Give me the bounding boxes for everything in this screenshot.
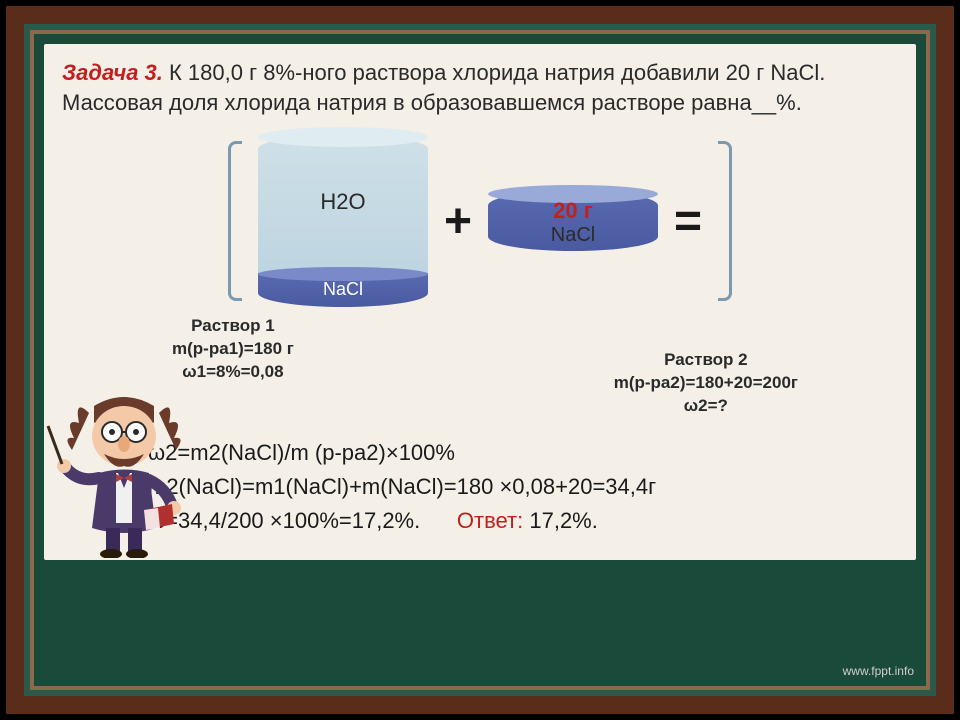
calc-line-3: ω=34,4/200 ×100%=17,2%. Ответ: 17,2%. xyxy=(148,504,898,538)
beaker-top-ellipse xyxy=(258,127,428,147)
footer-link: www.fppt.info xyxy=(843,664,914,678)
solution-2-info: Раствор 2 m(р-ра2)=180+20=200г ω2=? xyxy=(614,349,798,418)
beaker-h2o-label: H2O xyxy=(258,189,428,215)
beaker-glass: H2O xyxy=(258,135,428,285)
inner-frame: Задача 3. К 180,0 г 8%-ного раствора хло… xyxy=(30,30,930,690)
disc-substance-label: NaCl xyxy=(551,224,595,247)
calc-line-3a: ω=34,4/200 ×100%=17,2%. xyxy=(148,508,420,533)
problem-label: Задача 3. xyxy=(62,60,163,85)
plus-icon: + xyxy=(444,194,472,249)
beaker-liquid: NaCl xyxy=(258,273,428,307)
beaker-solution-1: H2O NaCl xyxy=(258,135,428,307)
added-nacl-disc: 20 г NaCl xyxy=(488,191,658,251)
solution-1-mass: m(р-ра1)=180 г xyxy=(172,338,294,361)
bracket-left-icon xyxy=(228,141,242,301)
problem-body-1: К 180,0 г 8%-ного раствора хлорида натри… xyxy=(62,60,825,115)
solution-2-title: Раствор 2 xyxy=(614,349,798,372)
solution-1-title: Раствор 1 xyxy=(172,315,294,338)
solution-1-info: Раствор 1 m(р-ра1)=180 г ω1=8%=0,08 xyxy=(172,315,294,418)
solution-2-omega: ω2=? xyxy=(614,395,798,418)
calc-line-2: m2(NaCl)=m1(NaCl)+m(NaCl)=180 ×0,08+20=3… xyxy=(148,470,898,504)
solution-2-mass: m(р-ра2)=180+20=200г xyxy=(614,372,798,395)
answer-value: 17,2%. xyxy=(523,508,598,533)
calculation-block: ω2=m2(NaCl)/m (р-ра2)×100% m2(NaCl)=m1(N… xyxy=(148,436,898,538)
answer-label: Ответ: xyxy=(457,508,523,533)
beaker-nacl-label: NaCl xyxy=(258,279,428,300)
calc-line-1: ω2=m2(NaCl)/m (р-ра2)×100% xyxy=(148,436,898,470)
info-row: Раствор 1 m(р-ра1)=180 г ω1=8%=0,08 Раст… xyxy=(172,315,838,418)
problem-blank: __ xyxy=(752,90,776,115)
problem-text: Задача 3. К 180,0 г 8%-ного раствора хло… xyxy=(62,58,898,117)
disc-mass-label: 20 г xyxy=(553,198,593,224)
solution-1-omega: ω1=8%=0,08 xyxy=(172,361,294,384)
bracket-right-icon xyxy=(718,141,732,301)
diagram-row: H2O NaCl + 20 г NaCl = xyxy=(62,135,898,307)
problem-body-2: %. xyxy=(776,90,802,115)
outer-frame: Задача 3. К 180,0 г 8%-ного раствора хло… xyxy=(6,6,954,714)
equals-icon: = xyxy=(674,194,702,249)
content-card: Задача 3. К 180,0 г 8%-ного раствора хло… xyxy=(44,44,916,560)
